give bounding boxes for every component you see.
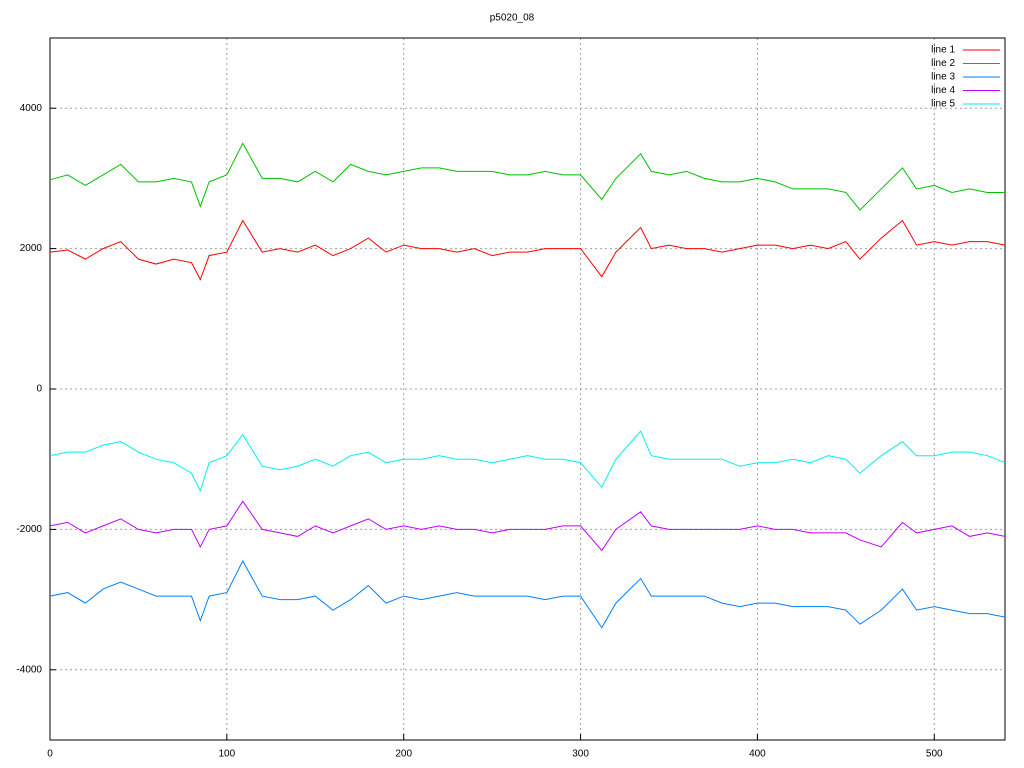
x-tick-label: 0 xyxy=(47,749,53,760)
y-tick-label: 4000 xyxy=(20,103,43,114)
x-tick-label: 300 xyxy=(572,749,589,760)
legend-label: line 5 xyxy=(931,99,955,110)
data-line xyxy=(49,559,1006,629)
x-tick-label: 500 xyxy=(926,749,943,760)
plot-frame xyxy=(49,37,1006,741)
x-tick-label: 100 xyxy=(219,749,236,760)
legend-label: line 4 xyxy=(931,85,955,96)
data-line xyxy=(49,430,1006,493)
y-tick-label: -4000 xyxy=(16,664,42,675)
chart-title: p5020_08 xyxy=(490,13,535,24)
data-line xyxy=(49,500,1006,552)
data-line xyxy=(49,142,1005,211)
x-tick-label: 200 xyxy=(395,749,412,760)
data-line xyxy=(49,219,1006,281)
legend-label: line 1 xyxy=(931,45,955,56)
y-tick-label: -2000 xyxy=(16,524,42,535)
y-tick-label: 0 xyxy=(36,384,42,395)
y-tick-label: 2000 xyxy=(20,243,43,254)
legend-label: line 2 xyxy=(931,58,955,69)
legend-label: line 3 xyxy=(931,72,955,83)
x-tick-label: 400 xyxy=(749,749,766,760)
